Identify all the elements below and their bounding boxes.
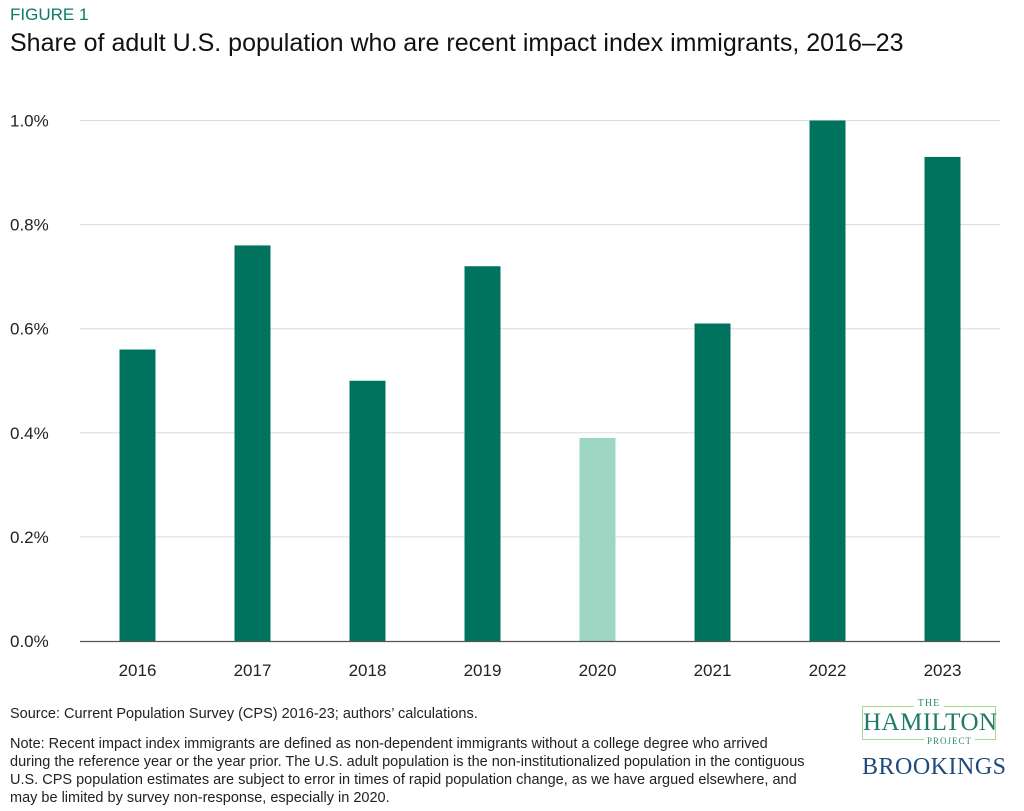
bar-2018 <box>349 380 386 641</box>
x-tick-label: 2016 <box>119 661 157 680</box>
x-tick-label: 2017 <box>234 661 272 680</box>
x-tick-label: 2018 <box>349 661 387 680</box>
x-tick-label: 2022 <box>809 661 847 680</box>
bar-2016 <box>119 349 156 641</box>
x-tick-label: 2020 <box>579 661 617 680</box>
note-text: Note: Recent impact index immigrants are… <box>10 736 805 806</box>
y-tick-label: 0.4% <box>10 424 49 443</box>
bar-2022 <box>809 120 846 641</box>
brookings-logo: BROOKINGS <box>862 754 1007 780</box>
logo: THE HAMILTON PROJECT BROOKINGS <box>862 698 1007 781</box>
logo-hamilton: HAMILTON <box>863 709 998 736</box>
y-tick-label: 0.0% <box>10 632 49 651</box>
bar-2019 <box>464 266 501 641</box>
source-text: Source: Current Population Survey (CPS) … <box>10 706 478 722</box>
bar-2020 <box>579 438 616 641</box>
hamilton-project-logo: THE HAMILTON PROJECT <box>862 698 998 746</box>
y-tick-label: 0.6% <box>10 320 49 339</box>
bar-2017 <box>234 245 271 642</box>
y-tick-label: 0.2% <box>10 528 49 547</box>
y-tick-label: 1.0% <box>10 112 49 131</box>
bar-2023 <box>924 156 961 641</box>
x-tick-label: 2021 <box>694 661 732 680</box>
bar-2021 <box>694 323 731 641</box>
x-tick-label: 2023 <box>924 661 962 680</box>
figure-label: FIGURE 1 <box>10 5 89 24</box>
x-tick-label: 2019 <box>464 661 502 680</box>
chart-title: Share of adult U.S. population who are r… <box>10 29 904 57</box>
logo-the: THE <box>913 698 945 709</box>
bar-chart: 0.0% 0.2% 0.4% 0.6% 0.8% 1.0% 2016 2017 2018 2019… <box>10 112 1000 680</box>
logo-project: PROJECT <box>923 736 975 746</box>
y-tick-label: 0.8% <box>10 216 49 235</box>
